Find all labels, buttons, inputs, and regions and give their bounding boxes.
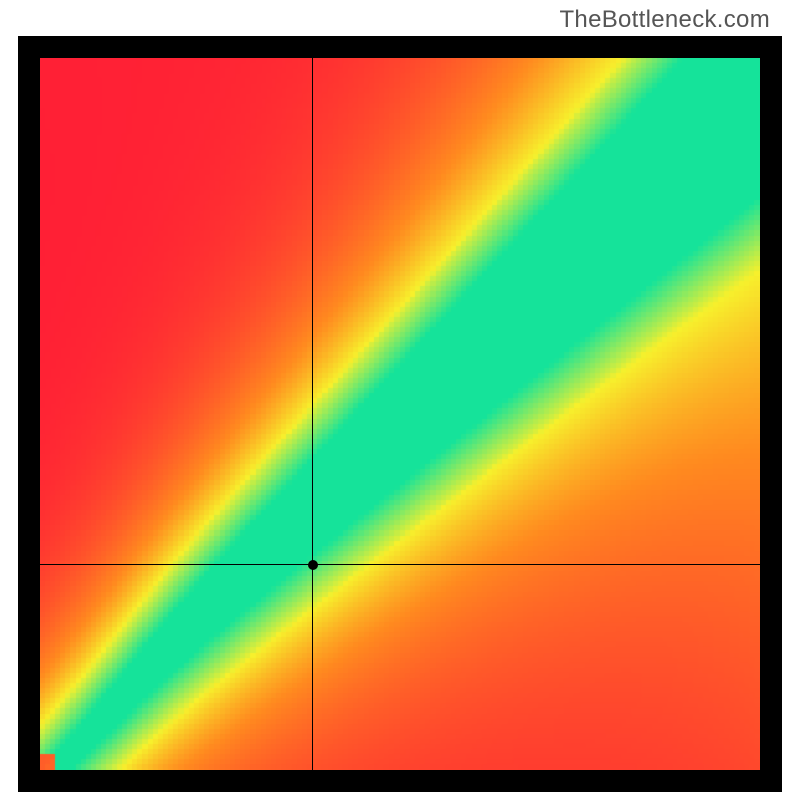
selected-point [308,560,318,570]
plot-area [40,58,760,770]
bottleneck-heatmap [40,58,760,770]
crosshair-vertical [312,58,313,770]
attribution-text: TheBottleneck.com [559,6,770,34]
chart-container: TheBottleneck.com [0,0,800,800]
crosshair-horizontal [40,564,760,565]
